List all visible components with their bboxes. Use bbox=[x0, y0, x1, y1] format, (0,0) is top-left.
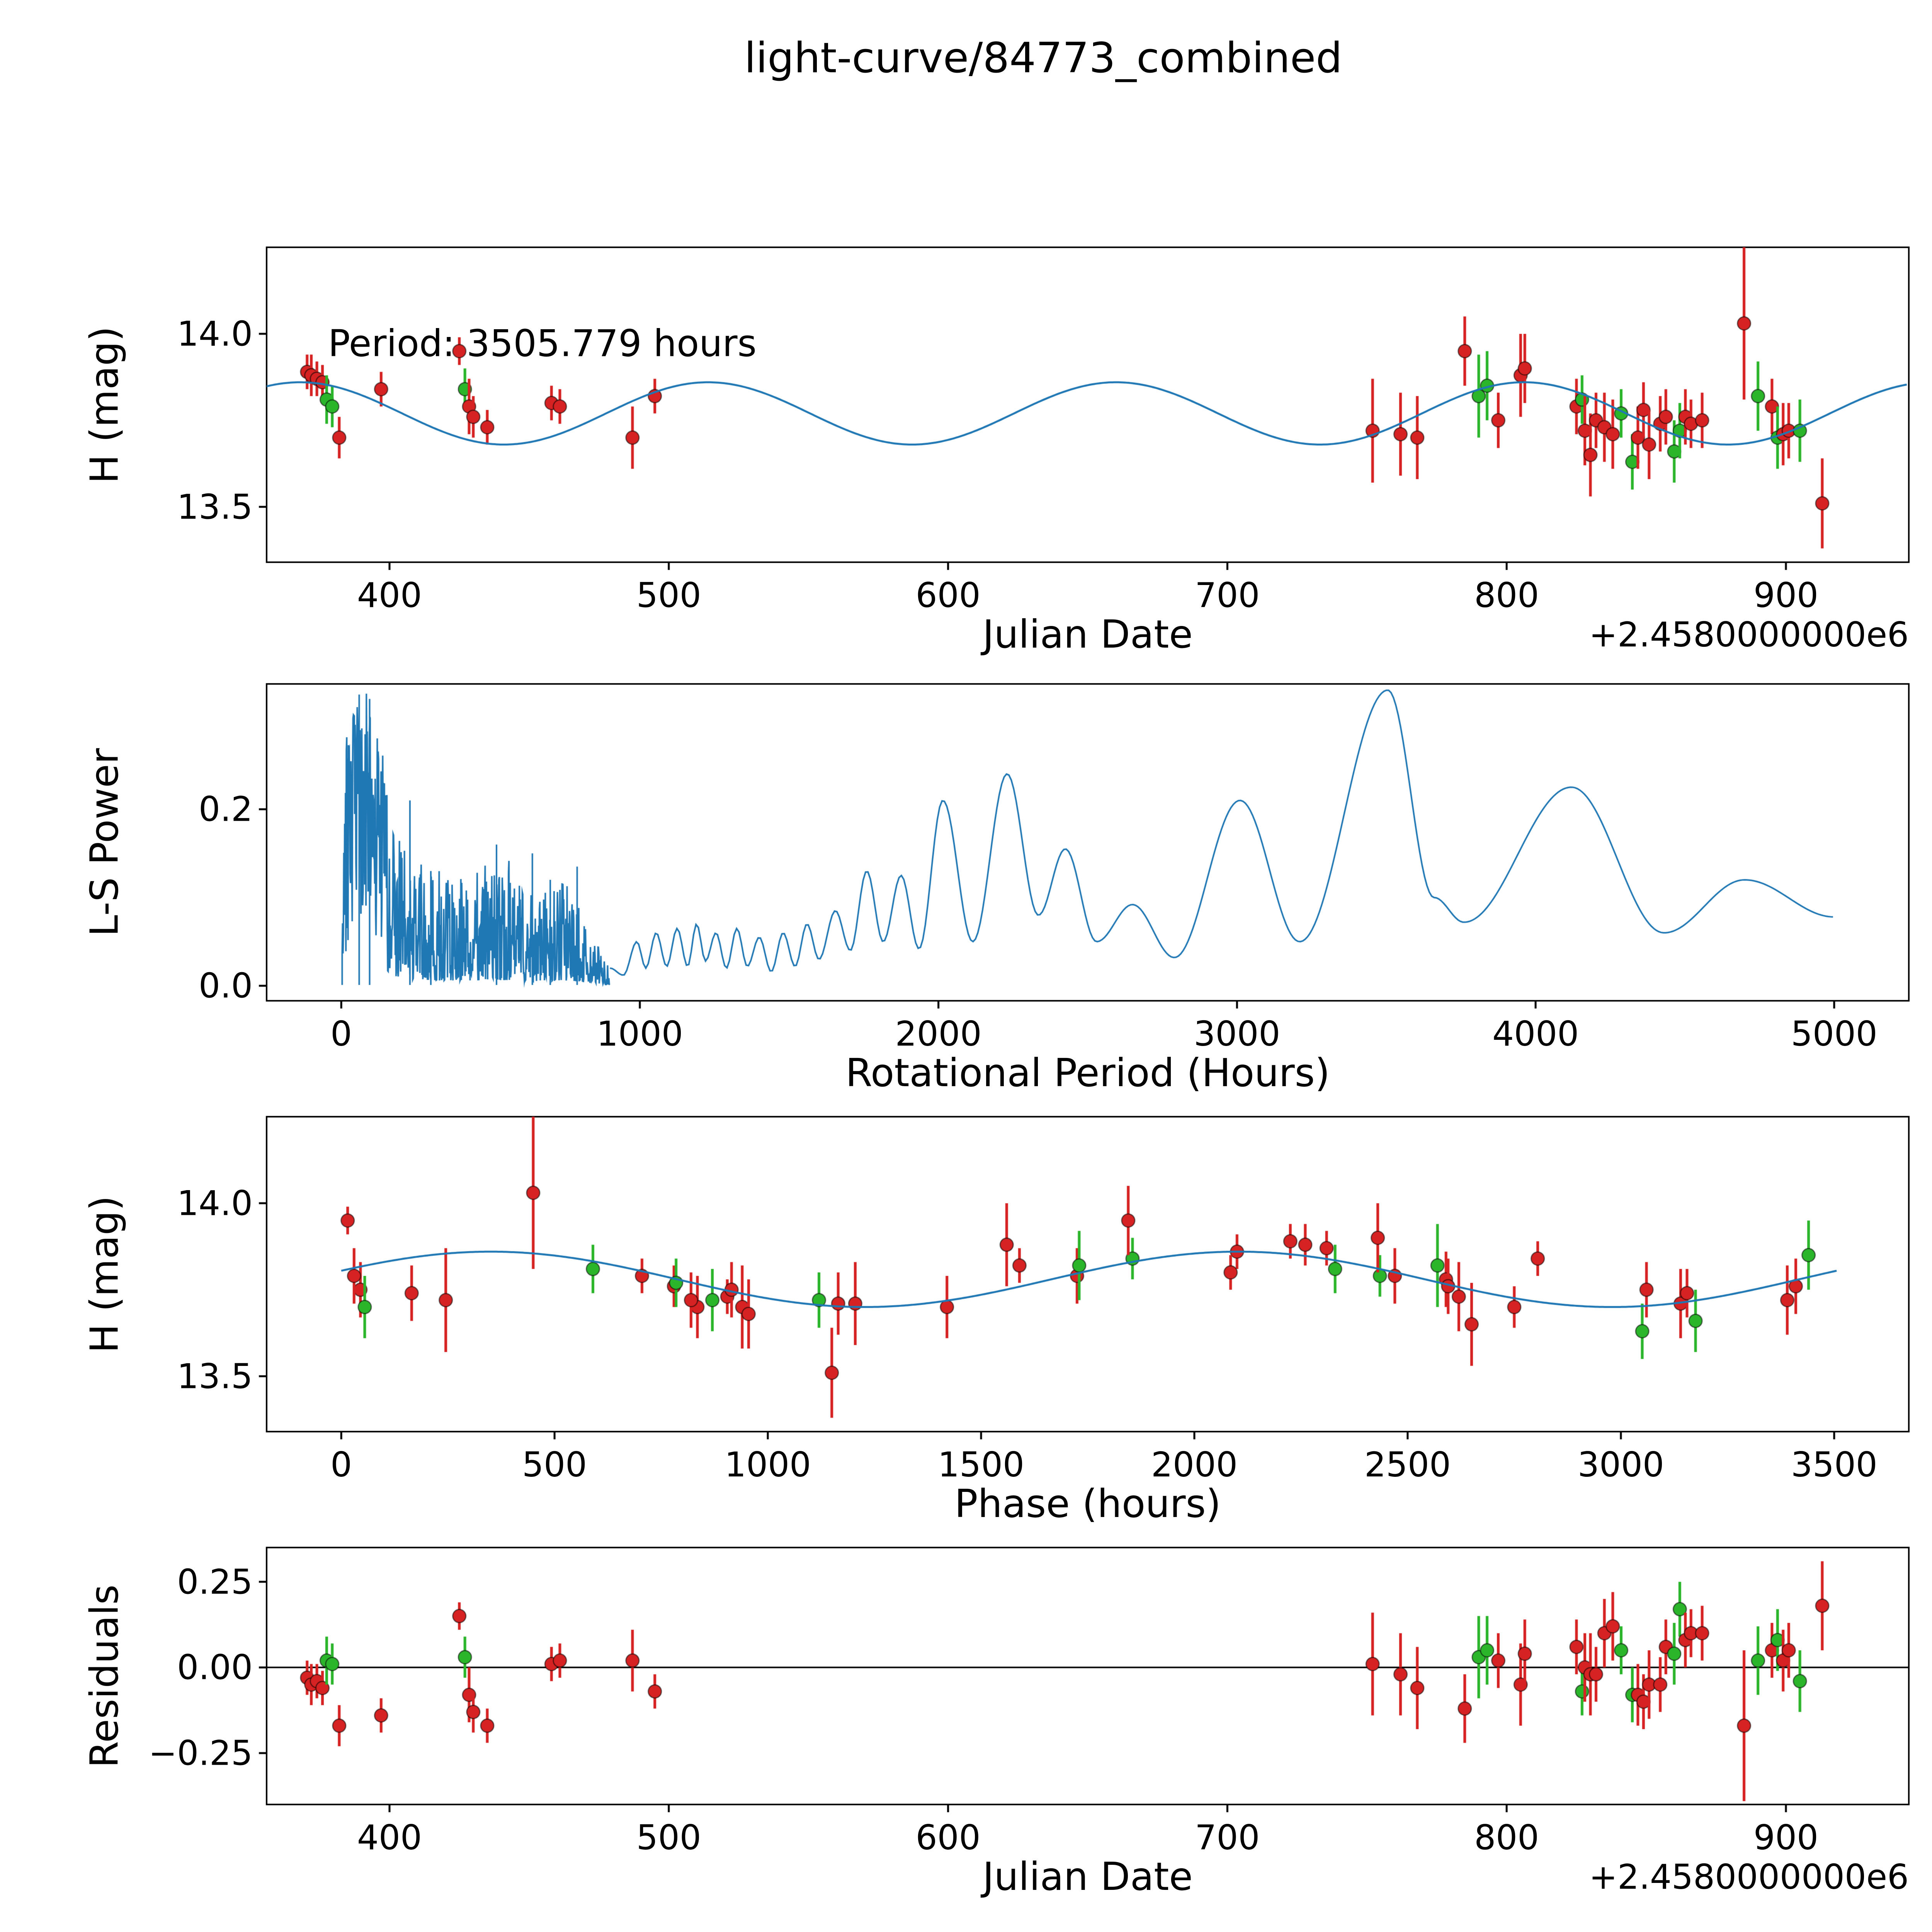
period-annotation: Period: 3505.779 hours bbox=[328, 322, 757, 365]
x-tick-label: 500 bbox=[522, 1445, 587, 1485]
x-tick-label: 900 bbox=[1753, 1818, 1818, 1857]
panel4-axis-offset: +2.4580000000e6 bbox=[1589, 1857, 1909, 1897]
x-tick-label: 500 bbox=[636, 575, 701, 615]
x-tick-label: 800 bbox=[1474, 575, 1539, 615]
x-tick-label: 3000 bbox=[1577, 1445, 1664, 1485]
y-tick-label: 14.0 bbox=[177, 314, 253, 354]
x-tick-label: 600 bbox=[915, 575, 981, 615]
y-tick-label: 13.5 bbox=[177, 1356, 253, 1396]
y-tick-label: 0.25 bbox=[177, 1562, 253, 1602]
x-tick-label: 1000 bbox=[596, 1014, 683, 1054]
y-tick-label: 0.0 bbox=[199, 966, 253, 1006]
panel1-ylabel: H (mag) bbox=[82, 326, 127, 484]
x-tick-label: 0 bbox=[330, 1445, 352, 1485]
panel3-xlabel: Phase (hours) bbox=[954, 1481, 1221, 1526]
panel2-xlabel: Rotational Period (Hours) bbox=[845, 1050, 1330, 1095]
y-tick-label: −0.25 bbox=[148, 1733, 253, 1773]
x-tick-label: 700 bbox=[1195, 575, 1260, 615]
x-tick-label: 500 bbox=[636, 1818, 701, 1857]
x-tick-label: 900 bbox=[1753, 575, 1818, 615]
x-tick-label: 800 bbox=[1474, 1818, 1539, 1857]
y-tick-label: 13.5 bbox=[177, 487, 253, 527]
x-tick-label: 5000 bbox=[1791, 1014, 1878, 1054]
x-tick-label: 400 bbox=[357, 1818, 422, 1857]
panel4-ylabel: Residuals bbox=[82, 1584, 127, 1768]
x-tick-label: 3000 bbox=[1194, 1014, 1281, 1054]
panel1-xlabel: Julian Date bbox=[983, 612, 1193, 657]
x-tick-label: 1500 bbox=[938, 1445, 1024, 1485]
x-tick-label: 600 bbox=[915, 1818, 981, 1857]
x-tick-label: 3500 bbox=[1791, 1445, 1878, 1485]
x-tick-label: 2000 bbox=[1151, 1445, 1238, 1485]
panel1-axis-offset: +2.4580000000e6 bbox=[1589, 615, 1909, 655]
figure-title: light-curve/84773_combined bbox=[744, 34, 1342, 82]
y-tick-label: 0.2 bbox=[199, 789, 253, 829]
panel2-ylabel: L-S Power bbox=[82, 748, 127, 937]
panel3-ylabel: H (mag) bbox=[82, 1195, 127, 1353]
y-tick-label: 14.0 bbox=[177, 1183, 253, 1223]
x-tick-label: 1000 bbox=[724, 1445, 811, 1485]
x-tick-label: 2500 bbox=[1364, 1445, 1451, 1485]
x-tick-label: 0 bbox=[330, 1014, 352, 1054]
x-tick-label: 400 bbox=[357, 575, 422, 615]
panel4-xlabel: Julian Date bbox=[983, 1854, 1193, 1899]
x-tick-label: 700 bbox=[1195, 1818, 1260, 1857]
x-tick-label: 2000 bbox=[895, 1014, 982, 1054]
x-tick-label: 4000 bbox=[1492, 1014, 1579, 1054]
y-tick-label: 0.00 bbox=[177, 1647, 253, 1687]
